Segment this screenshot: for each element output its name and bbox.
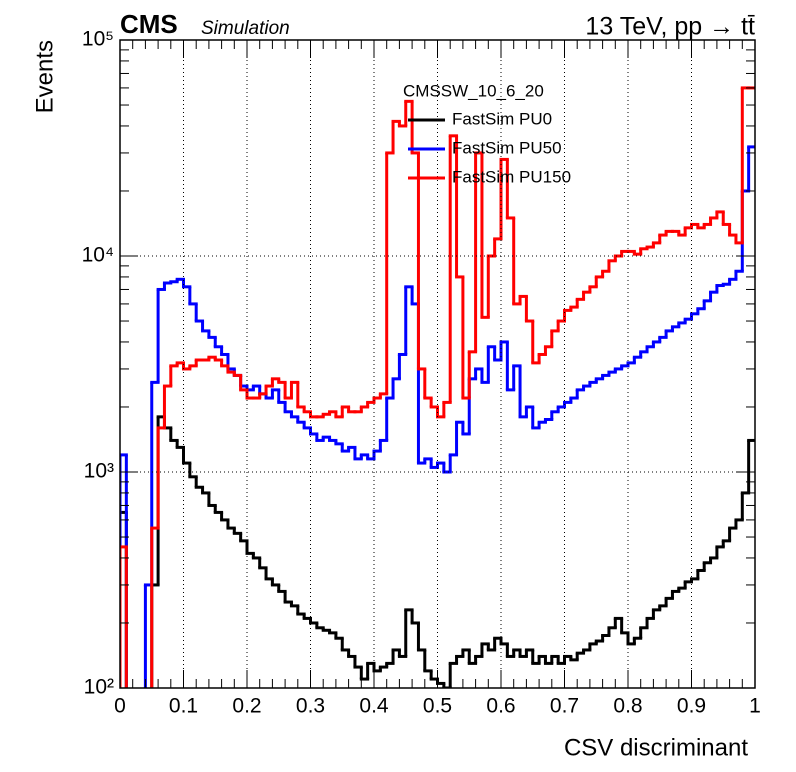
x-tick-label: 0 (114, 695, 126, 718)
x-tick-label: 0.3 (296, 695, 325, 718)
x-tick-label: 1 (749, 695, 761, 718)
y-tick-label: 10⁵ (82, 28, 114, 51)
energy-annotation: 13 TeV, pp → tt̄ (585, 13, 755, 41)
legend-title: CMSSW_10_6_20 (403, 81, 544, 100)
legend-label: FastSim PU50 (452, 138, 562, 157)
legend-label: FastSim PU0 (452, 109, 552, 128)
y-tick-label: 10⁴ (82, 244, 114, 267)
x-tick-label: 0.5 (423, 695, 452, 718)
chart-subtitle: Simulation (201, 18, 290, 39)
x-tick-label: 0.6 (486, 695, 515, 718)
x-tick-label: 0.1 (169, 695, 198, 718)
x-tick-label: 0.9 (677, 695, 706, 718)
chart-title: CMS (120, 9, 178, 39)
y-axis-label: Events (31, 40, 58, 113)
x-tick-label: 0.4 (359, 695, 389, 718)
plot-area (120, 86, 755, 688)
x-tick-label: 0.8 (613, 695, 642, 718)
y-tick-label: 10³ (84, 460, 114, 483)
x-axis-label: CSV discriminant (564, 734, 748, 761)
x-tick-label: 0.2 (232, 695, 261, 718)
x-tick-label: 0.7 (550, 695, 579, 718)
legend-label: FastSim PU150 (452, 167, 571, 186)
plot-frame (119, 39, 756, 689)
y-tick-label: 10² (84, 676, 114, 699)
